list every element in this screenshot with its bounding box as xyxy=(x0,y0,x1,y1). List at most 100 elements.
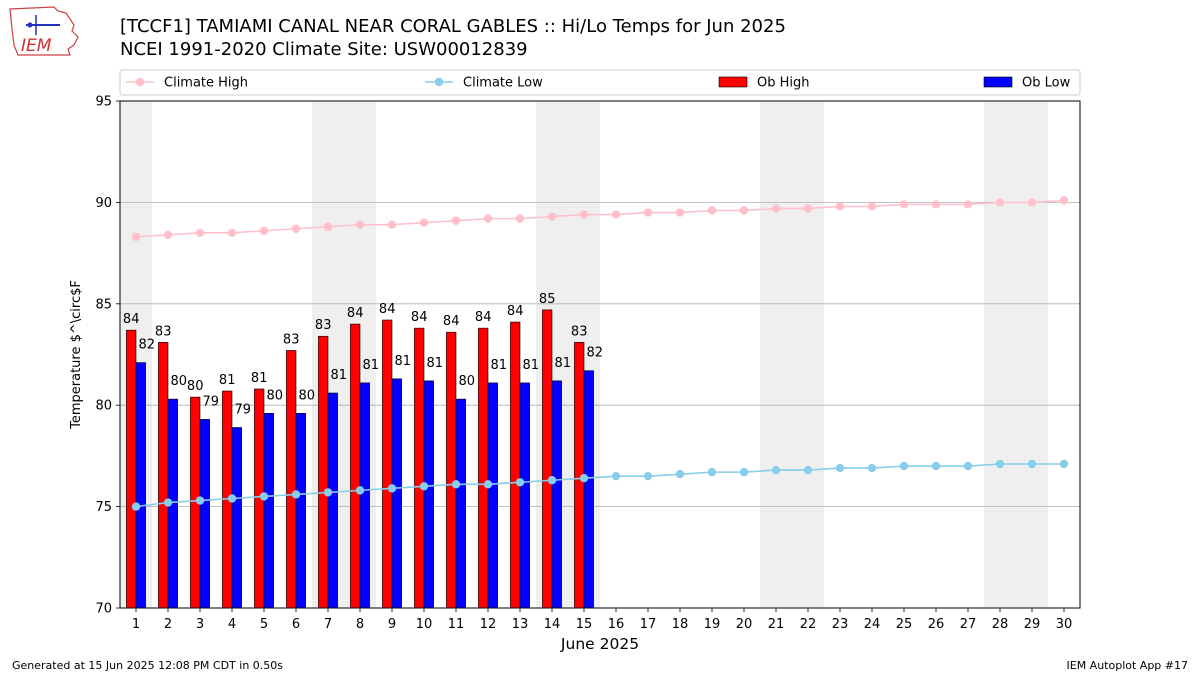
ob-high-bar-9 xyxy=(382,319,393,609)
climate-high-point-26 xyxy=(931,200,941,209)
ob-low-bar-7 xyxy=(327,392,338,609)
climate-low-point-21 xyxy=(771,465,781,475)
climate-high-point-23 xyxy=(835,202,845,211)
x-tick-label-30: 30 xyxy=(1056,617,1073,632)
ob-high-bar-7 xyxy=(318,335,329,609)
climate-low-point-25 xyxy=(899,461,909,471)
climate-low-point-19 xyxy=(707,467,717,477)
ob-low-label-6: 80 xyxy=(299,388,316,403)
climate-low-point-1 xyxy=(131,502,141,511)
x-tick-label-10: 10 xyxy=(416,617,433,632)
climate-high-point-22 xyxy=(803,204,813,213)
climate-low-point-18 xyxy=(675,469,685,479)
x-tick-label-13: 13 xyxy=(512,617,529,632)
ob-high-label-11: 84 xyxy=(443,314,460,329)
weekend-shading xyxy=(120,101,1048,608)
climate-high-point-9 xyxy=(387,220,397,229)
ob-low-label-10: 81 xyxy=(427,356,444,371)
legend-ob-high-label: Ob High xyxy=(757,76,810,91)
ob-low-bar-14 xyxy=(551,380,562,609)
x-axis-label: June 2025 xyxy=(560,635,639,653)
legend-climate-low-marker xyxy=(434,77,444,87)
ob-high-bar-8 xyxy=(350,323,361,609)
climate-low-point-29 xyxy=(1027,459,1037,469)
legend-climate-high-marker xyxy=(135,77,145,87)
ob-low-bar-3 xyxy=(199,419,210,609)
ob-high-bar-10 xyxy=(414,327,425,609)
legend-ob-high-swatch xyxy=(718,76,748,88)
weekend-band-28 xyxy=(984,101,1016,608)
climate-low-point-15 xyxy=(579,474,589,483)
climate-high-point-12 xyxy=(483,214,493,223)
ob-high-label-1: 84 xyxy=(123,312,140,327)
ob-low-label-8: 81 xyxy=(363,358,380,373)
x-tick-label-16: 16 xyxy=(608,617,625,632)
x-tick-label-27: 27 xyxy=(960,617,977,632)
climate-high-point-13 xyxy=(515,214,525,223)
y-tick-label-80: 80 xyxy=(95,399,112,414)
climate-low-point-20 xyxy=(739,467,749,477)
climate-high-point-14 xyxy=(547,212,557,221)
ob-high-bar-6 xyxy=(286,350,297,609)
ob-low-label-5: 80 xyxy=(267,388,284,403)
plot-frame xyxy=(119,100,1081,609)
climate-low-point-23 xyxy=(835,463,845,473)
climate-high-point-30 xyxy=(1059,196,1069,205)
logo-text: IEM xyxy=(21,36,52,56)
ob-low-bar-10 xyxy=(423,380,434,609)
legend-box xyxy=(119,69,1081,96)
weekend-band-29 xyxy=(1016,101,1048,608)
ob-low-label-12: 81 xyxy=(491,358,508,373)
ob-high-label-5: 81 xyxy=(251,371,268,386)
x-tick-label-19: 19 xyxy=(704,617,721,632)
chart-subtitle: NCEI 1991-2020 Climate Site: USW00012839 xyxy=(120,39,528,60)
iem-logo: IEM xyxy=(9,6,79,56)
x-tick-label-25: 25 xyxy=(896,617,913,632)
generated-timestamp: Generated at 15 Jun 2025 12:08 PM CDT in… xyxy=(12,659,284,672)
x-tick-label-2: 2 xyxy=(164,617,172,632)
ob-high-label-13: 84 xyxy=(507,304,524,319)
x-tick-label-21: 21 xyxy=(768,617,785,632)
climate-low-point-12 xyxy=(483,480,493,489)
ob-high-label-4: 81 xyxy=(219,373,236,388)
climate-low-point-14 xyxy=(547,476,557,485)
ob-low-bar-9 xyxy=(391,378,402,609)
x-tick-label-14: 14 xyxy=(544,617,561,632)
ob-high-bar-12 xyxy=(478,327,489,609)
y-tick-label-95: 95 xyxy=(95,95,112,110)
chart-title: [TCCF1] TAMIAMI CANAL NEAR CORAL GABLES … xyxy=(120,16,786,37)
climate-low-point-9 xyxy=(387,484,397,493)
ob-high-label-14: 85 xyxy=(539,292,556,307)
y-tick-label-70: 70 xyxy=(95,602,112,617)
ob-low-bar-4 xyxy=(231,427,242,609)
ob-high-bar-13 xyxy=(510,321,521,609)
climate-high-point-28 xyxy=(995,198,1005,207)
app-id: IEM Autoplot App #17 xyxy=(1066,659,1189,672)
ob-low-label-13: 81 xyxy=(523,358,540,373)
climate-low-line xyxy=(135,463,1064,508)
climate-high-point-8 xyxy=(355,220,365,229)
climate-high-point-18 xyxy=(675,208,685,217)
x-tick-label-15: 15 xyxy=(576,617,593,632)
climate-low-point-5 xyxy=(259,492,269,501)
y-axis-label: Temperature $^\circ$F xyxy=(69,280,84,430)
x-tick-label-17: 17 xyxy=(640,617,657,632)
x-tick-label-5: 5 xyxy=(260,617,268,632)
climate-low-point-3 xyxy=(195,496,205,505)
ob-high-label-6: 83 xyxy=(283,332,300,347)
grid-lines xyxy=(120,201,1080,508)
x-tick-label-6: 6 xyxy=(292,617,300,632)
ob-high-label-7: 83 xyxy=(315,318,332,333)
ob-low-bar-11 xyxy=(455,398,466,609)
climate-lines xyxy=(131,196,1069,511)
x-tick-label-18: 18 xyxy=(672,617,689,632)
climate-low-point-17 xyxy=(643,471,653,481)
ob-low-bar-13 xyxy=(519,382,530,609)
climate-high-point-4 xyxy=(227,228,237,238)
climate-high-line xyxy=(135,199,1065,238)
climate-high-point-10 xyxy=(419,218,429,227)
climate-high-point-1 xyxy=(131,232,141,242)
weekend-band-21 xyxy=(760,101,792,608)
weekend-band-22 xyxy=(792,101,824,608)
